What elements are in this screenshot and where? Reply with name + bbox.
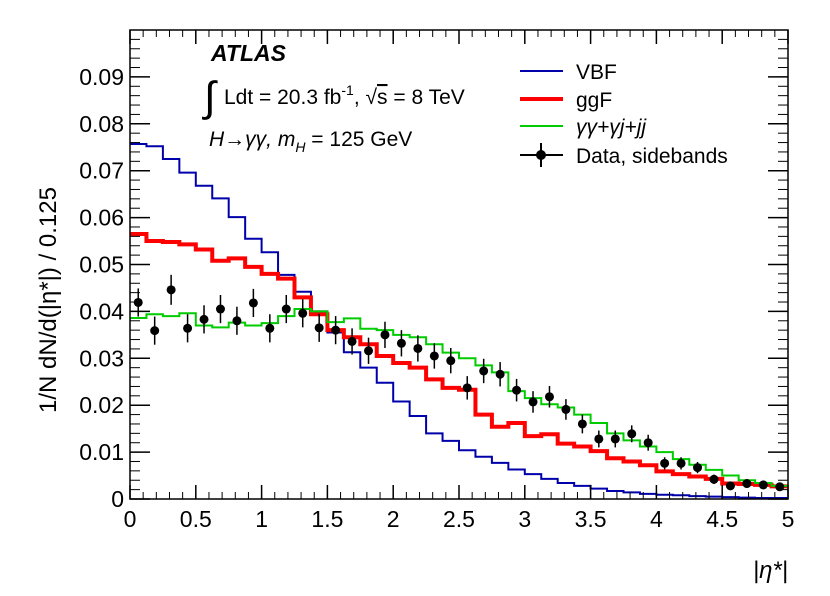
process-text: H→γγ,	[209, 128, 278, 151]
data-point	[479, 366, 489, 376]
data-point	[544, 392, 554, 402]
data-point	[742, 479, 752, 489]
y-tick-label: 0.05	[79, 252, 124, 278]
data-point	[775, 482, 785, 492]
data-point	[429, 351, 439, 361]
data-point	[594, 434, 604, 444]
lumi-text: Ldt = 20.3 fb	[224, 86, 341, 109]
data-point	[331, 325, 341, 335]
legend-swatch-data-marker	[536, 150, 546, 160]
data-point	[627, 429, 637, 439]
luminosity-label: Ldt = 20.3 fb-1, √s = 8 TeV	[224, 82, 465, 109]
data-point	[199, 314, 209, 324]
x-tick-label: 5	[782, 506, 795, 532]
data-point	[495, 369, 505, 379]
energy-value: = 8 TeV	[388, 86, 465, 109]
x-tick-label: 3.5	[575, 506, 607, 532]
data-point	[676, 458, 686, 468]
x-tick-label: 4	[650, 506, 663, 532]
data-point	[232, 316, 242, 326]
data-point	[347, 336, 357, 346]
y-tick-label: 0.03	[79, 345, 124, 371]
x-tick-label: 1	[255, 506, 268, 532]
x-tick-label: 1.5	[311, 506, 343, 532]
data-point	[215, 304, 225, 314]
lumi-superscript: -1	[341, 82, 354, 98]
x-tick-label: 3	[518, 506, 531, 532]
data-point	[265, 323, 275, 333]
mass-value: = 125 GeV	[305, 128, 412, 151]
energy-s: s	[377, 86, 388, 109]
data-point	[693, 463, 703, 473]
legend: VBF ggF γγ+γj+jj Data, sidebands	[520, 61, 728, 168]
series-1-line	[130, 232, 788, 489]
data-point	[643, 438, 653, 448]
y-tick-label: 0	[111, 486, 124, 512]
y-axis-title: 1/N dN/d(|η*|) / 0.125	[35, 187, 62, 413]
data-point	[314, 323, 324, 333]
x-tick-label: 4.5	[706, 506, 738, 532]
mass-sub: H	[295, 139, 306, 155]
data-point	[610, 434, 620, 444]
data-point	[248, 298, 258, 308]
y-tick-label: 0.09	[79, 64, 124, 90]
data-point	[660, 458, 670, 468]
x-tick-label: 2.5	[443, 506, 475, 532]
data-point	[183, 323, 193, 333]
y-tick-label: 0.04	[79, 298, 124, 324]
data-point	[758, 480, 768, 490]
x-tick-label: 0	[124, 506, 137, 532]
data-point	[561, 404, 571, 414]
data-point	[462, 383, 472, 393]
ticks-layer: 0 0.5 1 1.5 2 2.5 3 3.5 4 4.5 5 0 0.01 0.02 0.03 0.04 0.…	[79, 29, 795, 532]
data-point	[512, 385, 522, 395]
x-tick-label: 2	[387, 506, 400, 532]
data-point	[446, 356, 456, 366]
legend-label-ggf: ggF	[576, 89, 612, 112]
data-point	[281, 304, 291, 314]
data-point	[166, 285, 176, 295]
legend-label-background: γγ+γj+jj	[576, 116, 647, 139]
data-point	[364, 346, 374, 356]
legend-label-vbf: VBF	[576, 61, 617, 84]
y-tick-label: 0.02	[79, 392, 124, 418]
data-point	[528, 397, 538, 407]
y-tick-label: 0.01	[79, 439, 124, 465]
y-tick-label: 0.08	[79, 111, 124, 137]
data-point	[150, 326, 160, 336]
x-axis-title: |η*|	[753, 557, 788, 584]
data-point	[298, 308, 308, 318]
data-point	[709, 474, 719, 484]
series-layer	[130, 142, 788, 500]
x-tick-label: 0.5	[180, 506, 212, 532]
experiment-label: ATLAS	[210, 40, 287, 66]
y-tick-label: 0.07	[79, 158, 124, 184]
y-tick-label: 0.06	[79, 205, 124, 231]
series-0-line	[130, 142, 788, 500]
data-point	[577, 419, 587, 429]
series-2-line	[130, 308, 788, 487]
mass-m: m	[278, 128, 296, 151]
data-point	[725, 481, 735, 491]
process-label: H→γγ, mH = 125 GeV	[209, 128, 412, 155]
data-point	[413, 343, 423, 353]
data-point	[380, 330, 390, 340]
energy-prefix: , √	[354, 86, 378, 109]
data-point	[396, 338, 406, 348]
legend-label-data: Data, sidebands	[576, 145, 728, 168]
integral-sign: ∫	[202, 73, 218, 120]
